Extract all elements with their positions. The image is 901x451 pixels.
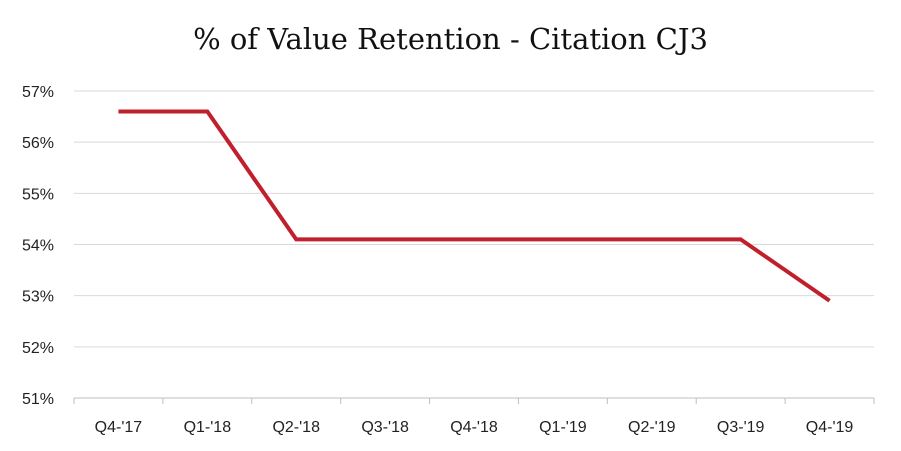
x-tick-label: Q1-'18 <box>184 419 232 436</box>
y-tick-label: 51% <box>22 391 54 408</box>
x-tick-label: Q4-'18 <box>450 419 498 436</box>
chart-title: % of Value Retention - Citation CJ3 <box>193 22 708 56</box>
y-tick-label: 55% <box>22 186 54 203</box>
y-tick-label: 57% <box>22 84 54 101</box>
gridlines <box>74 90 874 348</box>
y-tick-label: 54% <box>22 238 54 255</box>
x-tick-label: Q4-'19 <box>806 419 854 436</box>
y-tick-label: 52% <box>22 340 54 357</box>
x-tick-label: Q2-'19 <box>628 419 676 436</box>
x-tick-label: Q3-'18 <box>361 419 409 436</box>
x-tick-label: Q2-'18 <box>272 419 320 436</box>
x-axis <box>73 397 875 404</box>
y-axis-ticks: 51% 52% 53% 54% 55% 56% 57% <box>22 84 54 408</box>
x-tick-label: Q1-'19 <box>539 419 587 436</box>
y-tick-label: 53% <box>22 289 54 306</box>
x-axis-ticks: Q4-'17 Q1-'18 Q2-'18 Q3-'18 Q4-'18 Q1-'19 Q2-'… <box>95 419 854 436</box>
series-layer <box>118 109 831 303</box>
series-line <box>118 109 831 303</box>
x-tick-label: Q4-'17 <box>95 419 143 436</box>
y-tick-label: 56% <box>22 135 54 152</box>
x-tick-label: Q3-'19 <box>717 419 765 436</box>
